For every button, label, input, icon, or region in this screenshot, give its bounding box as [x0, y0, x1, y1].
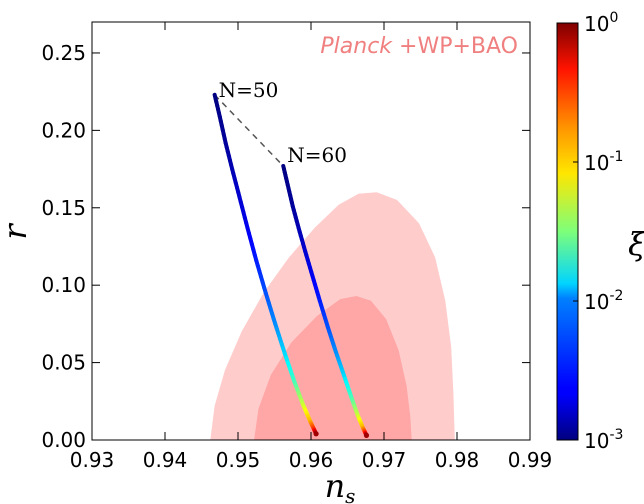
series-endpoint — [363, 432, 370, 438]
y-tick-label: 0.25 — [41, 41, 86, 65]
y-axis-label: r — [0, 223, 34, 240]
colorbar-tick-label: 10-1 — [584, 149, 623, 175]
y-tick-label: 0.00 — [41, 428, 86, 452]
x-axis-label: ns — [325, 467, 356, 504]
x-tick-label: 0.95 — [216, 448, 261, 472]
series-label-n50: N=50 — [219, 78, 279, 102]
y-axis-ticks: 0.00 0.05 0.10 0.15 0.20 0.25 — [41, 41, 530, 452]
x-tick-label: 0.93 — [70, 448, 115, 472]
dashed-connector — [214, 94, 284, 167]
x-tick-label: 0.94 — [143, 448, 188, 472]
x-tick-label: 0.96 — [289, 448, 334, 472]
contour-layer — [210, 192, 455, 440]
colorbar-ticks: 10-3 10-2 10-1 100 — [573, 10, 623, 453]
x-tick-label: 0.99 — [508, 448, 553, 472]
series-endpoint — [313, 431, 319, 437]
colorbar-label: ξ — [628, 225, 644, 263]
colorbar: 10-3 10-2 10-1 100 ξ — [556, 10, 644, 453]
colorbar-tick-label: 10-3 — [584, 427, 623, 453]
x-tick-label: 0.98 — [435, 448, 480, 472]
y-tick-label: 0.05 — [41, 351, 86, 375]
contour-68 — [254, 296, 412, 440]
series-n50 — [212, 92, 319, 437]
colorbar-tick-label: 10-2 — [584, 288, 623, 314]
plot-area: 0.93 0.94 0.95 0.96 0.97 0.98 0.99 0.00 0.05 0.1… — [41, 21, 553, 472]
y-tick-label: 0.10 — [41, 273, 86, 297]
colorbar-gradient — [556, 22, 579, 441]
y-tick-label: 0.15 — [41, 196, 86, 220]
series-layer — [212, 92, 370, 438]
x-tick-label: 0.97 — [362, 448, 407, 472]
series-n60 — [281, 163, 370, 438]
x-axis-ticks: 0.93 0.94 0.95 0.96 0.97 0.98 0.99 — [70, 22, 553, 472]
y-tick-label: 0.20 — [41, 118, 86, 142]
series-label-n60: N=60 — [287, 143, 347, 167]
colorbar-tick-label: 100 — [584, 10, 618, 36]
legend-label: Planck +WP+BAO — [320, 34, 518, 59]
